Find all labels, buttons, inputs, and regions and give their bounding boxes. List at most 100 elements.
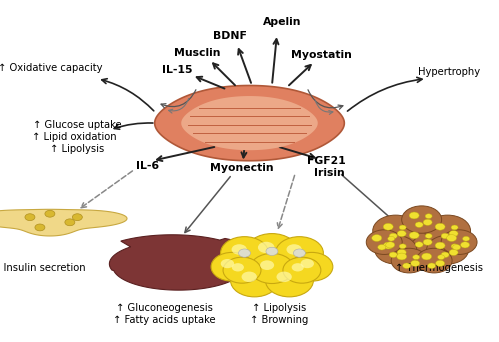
Circle shape [265, 264, 313, 297]
Circle shape [239, 249, 250, 257]
Polygon shape [181, 96, 318, 150]
Circle shape [397, 231, 406, 237]
Text: ↑ Lipolysis: ↑ Lipolysis [252, 303, 306, 313]
Circle shape [372, 235, 382, 241]
Circle shape [266, 247, 278, 255]
Text: Irisin: Irisin [314, 168, 345, 178]
Circle shape [435, 223, 445, 230]
Circle shape [223, 257, 261, 283]
Circle shape [291, 263, 304, 272]
Circle shape [435, 242, 445, 249]
Circle shape [451, 225, 458, 230]
Circle shape [286, 244, 302, 255]
Circle shape [397, 249, 406, 255]
Circle shape [275, 237, 323, 269]
Circle shape [293, 249, 305, 257]
Circle shape [436, 260, 445, 266]
Circle shape [283, 257, 321, 283]
Text: IL-6: IL-6 [136, 161, 159, 171]
Circle shape [221, 237, 268, 269]
Circle shape [411, 260, 420, 266]
Circle shape [399, 225, 406, 230]
Text: ↑ Lipolysis: ↑ Lipolysis [50, 144, 104, 154]
Circle shape [463, 236, 470, 241]
Text: Musclin: Musclin [174, 48, 221, 58]
Text: FGF21: FGF21 [307, 156, 346, 166]
Circle shape [258, 242, 274, 253]
Text: ↑ Lipid oxidation: ↑ Lipid oxidation [31, 132, 116, 142]
Text: ↑ Gluconeogenesis: ↑ Gluconeogenesis [116, 303, 213, 313]
Circle shape [425, 215, 471, 247]
Circle shape [425, 214, 432, 219]
Circle shape [389, 252, 397, 258]
Circle shape [276, 272, 292, 282]
Circle shape [399, 244, 406, 249]
Text: Apelin: Apelin [262, 17, 301, 27]
Circle shape [441, 252, 449, 258]
Circle shape [397, 253, 407, 260]
Circle shape [397, 222, 447, 256]
Text: ↑ Thermogenesis: ↑ Thermogenesis [395, 263, 483, 274]
Text: Hypertrophy: Hypertrophy [418, 67, 480, 77]
Circle shape [415, 242, 423, 247]
Circle shape [65, 219, 75, 226]
Circle shape [425, 234, 432, 238]
Circle shape [413, 255, 420, 260]
Text: ↑ Insulin secretion: ↑ Insulin secretion [0, 263, 86, 274]
Text: ↑ Oxidative capacity: ↑ Oxidative capacity [0, 63, 102, 74]
Text: IL-15: IL-15 [162, 65, 193, 75]
Circle shape [260, 260, 274, 270]
Circle shape [409, 232, 419, 239]
Polygon shape [155, 86, 344, 161]
Circle shape [403, 263, 411, 268]
Circle shape [25, 214, 35, 221]
Circle shape [416, 248, 452, 273]
Text: Myostatin: Myostatin [291, 50, 352, 60]
Circle shape [221, 259, 234, 268]
Circle shape [415, 222, 423, 227]
Circle shape [389, 233, 397, 239]
Circle shape [449, 231, 458, 237]
Circle shape [300, 259, 314, 268]
Circle shape [383, 223, 393, 230]
Circle shape [438, 255, 445, 260]
Circle shape [246, 234, 298, 269]
Circle shape [291, 252, 333, 281]
Text: ↑ Browning: ↑ Browning [250, 315, 308, 326]
Circle shape [211, 252, 253, 281]
Circle shape [427, 235, 469, 264]
Polygon shape [109, 235, 270, 290]
Circle shape [428, 263, 436, 268]
Circle shape [378, 245, 386, 250]
Circle shape [441, 230, 477, 254]
Circle shape [388, 236, 395, 241]
Circle shape [366, 230, 402, 254]
Text: BDNF: BDNF [213, 31, 247, 41]
Circle shape [250, 253, 294, 284]
Circle shape [375, 235, 417, 264]
Circle shape [232, 263, 244, 272]
Text: ↑ Fatty acids uptake: ↑ Fatty acids uptake [113, 315, 216, 326]
Circle shape [45, 210, 55, 217]
Circle shape [422, 253, 432, 260]
Circle shape [449, 249, 458, 255]
Circle shape [402, 206, 442, 233]
Circle shape [232, 244, 247, 255]
Circle shape [391, 248, 427, 273]
Circle shape [409, 212, 419, 219]
Circle shape [453, 245, 461, 250]
Polygon shape [0, 209, 127, 236]
Circle shape [441, 233, 449, 239]
Circle shape [451, 244, 458, 249]
Circle shape [461, 242, 470, 248]
Circle shape [35, 224, 45, 231]
Circle shape [423, 219, 432, 225]
Circle shape [242, 272, 257, 282]
Circle shape [447, 235, 457, 241]
Circle shape [423, 239, 432, 245]
Circle shape [231, 264, 278, 297]
Circle shape [373, 215, 419, 247]
Circle shape [383, 242, 393, 249]
Text: Myonectin: Myonectin [210, 162, 274, 173]
Circle shape [386, 242, 395, 248]
